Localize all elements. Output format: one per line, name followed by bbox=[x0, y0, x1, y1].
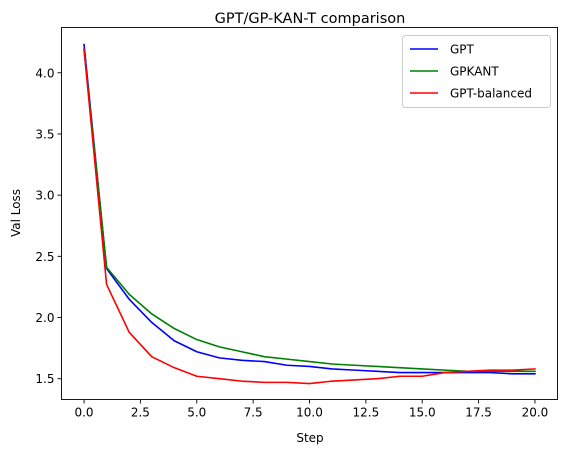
chart-title: GPT/GP-KAN-T comparison bbox=[215, 11, 406, 27]
y-axis-label: Val Loss bbox=[9, 189, 23, 237]
legend-label-gpkant: GPKANT bbox=[450, 65, 499, 79]
x-tick-label: 2.5 bbox=[131, 406, 150, 420]
y-axis-ticks: 1.5 2.0 2.5 3.0 3.5 4.0 bbox=[35, 66, 62, 386]
x-tick-label: 17.5 bbox=[465, 406, 492, 420]
y-tick-label: 3.5 bbox=[35, 127, 54, 141]
y-tick-label: 2.5 bbox=[35, 250, 54, 264]
x-tick-label: 10.0 bbox=[296, 406, 323, 420]
y-tick-label: 2.0 bbox=[35, 311, 54, 325]
series-line-gpkant bbox=[83, 48, 536, 373]
legend-label-gpt-balanced: GPT-balanced bbox=[450, 87, 532, 101]
x-axis-ticks: 0.0 2.5 5.0 7.5 10.0 12.5 15.0 17.5 20.0 bbox=[74, 399, 549, 420]
series-line-gpt-balanced bbox=[83, 48, 536, 385]
x-axis-label: Step bbox=[296, 431, 323, 445]
x-tick-label: 15.0 bbox=[409, 406, 436, 420]
legend: GPT GPKANT GPT-balanced bbox=[402, 35, 551, 108]
legend-box bbox=[402, 35, 551, 108]
legend-entries: GPT GPKANT GPT-balanced bbox=[410, 43, 532, 101]
x-tick-label: 0.0 bbox=[74, 406, 93, 420]
y-tick-label: 4.0 bbox=[35, 66, 54, 80]
legend-label-gpt: GPT bbox=[450, 43, 475, 57]
series-line-gpt bbox=[83, 43, 536, 375]
series-layer bbox=[83, 43, 536, 385]
x-tick-label: 20.0 bbox=[522, 406, 549, 420]
y-tick-label: 1.5 bbox=[35, 372, 54, 386]
y-tick-label: 3.0 bbox=[35, 189, 54, 203]
x-tick-label: 5.0 bbox=[187, 406, 206, 420]
x-tick-label: 12.5 bbox=[353, 406, 380, 420]
x-tick-label: 7.5 bbox=[244, 406, 263, 420]
